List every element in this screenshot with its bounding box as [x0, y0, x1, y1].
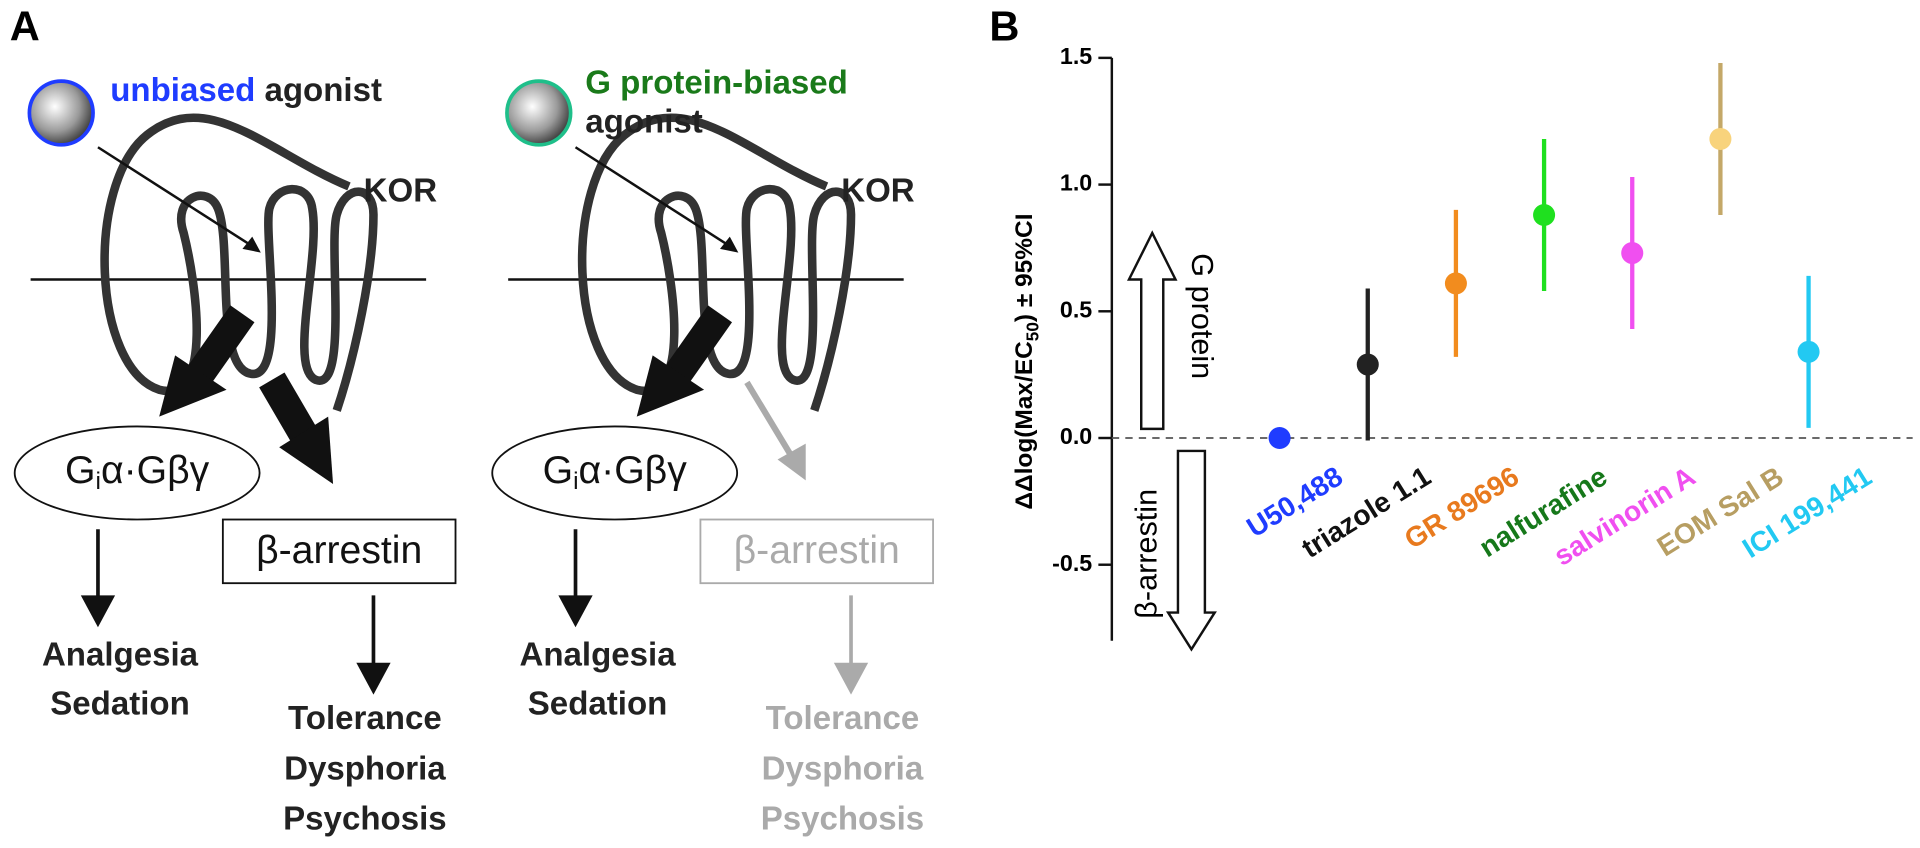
ligand-arrow	[97, 146, 256, 249]
y-tick-label: -0.5	[1052, 550, 1092, 576]
data-point	[1797, 340, 1820, 363]
arrow-head	[279, 416, 334, 484]
outcome-label: Tolerance	[288, 700, 442, 737]
arrow-head	[159, 355, 227, 417]
signal-arrow	[661, 305, 733, 389]
arrow-head	[777, 443, 806, 481]
arrow-head	[356, 662, 391, 695]
y-tick-label: 1.5	[1060, 43, 1092, 69]
outcome-label: Sedation	[50, 685, 190, 722]
arrestin-box	[699, 518, 934, 585]
arrow-head	[558, 595, 593, 628]
outcome-label: Dysphoria	[284, 750, 446, 787]
signal-arrow	[183, 305, 255, 389]
annotation: G protein	[1185, 253, 1219, 379]
data-point	[1268, 426, 1291, 450]
signal-arrow	[259, 372, 319, 447]
arrow-head	[636, 355, 705, 417]
receptor-label: KOR	[841, 172, 915, 209]
receptor	[577, 113, 856, 412]
y-tick-label: 0.5	[1060, 296, 1092, 322]
g-protein-part: α·Gβγ	[101, 449, 210, 492]
arrestin-label: β-arrestin	[256, 529, 422, 572]
arrestin-arrow	[1165, 449, 1217, 652]
arrestin-box	[221, 518, 457, 585]
y-tick-label: 0.0	[1060, 423, 1092, 449]
data-point	[1533, 203, 1556, 227]
data-point	[1356, 353, 1379, 376]
g-protein-outline	[13, 425, 261, 521]
g-protein-part: G	[543, 449, 573, 492]
panel-label: A	[10, 3, 40, 50]
ligand-label: unbiased agonist	[110, 72, 382, 109]
ligand	[27, 79, 95, 147]
outcome-label: Analgesia	[42, 636, 199, 673]
g-protein-outline	[491, 425, 739, 521]
g-protein-part: i	[573, 468, 578, 495]
y-axis-title-part: ΔΔlog(Max/EC	[1012, 341, 1039, 509]
arrow-head	[833, 662, 869, 695]
outcome-label: Psychosis	[283, 800, 447, 837]
ligand-label-part: unbiased	[110, 72, 255, 109]
receptor-label: KOR	[364, 172, 438, 209]
data-point	[1621, 241, 1644, 265]
outcome-label: Analgesia	[519, 636, 676, 673]
arrestin-label: β-arrestin	[734, 529, 900, 572]
g-protein-label: Giα·Gβγ	[543, 449, 688, 495]
receptor	[100, 113, 378, 412]
ligand-label: agonist	[585, 104, 703, 141]
ligand	[505, 79, 573, 147]
signal-arrow	[744, 380, 797, 462]
g-protein-arrow	[1126, 230, 1178, 431]
arrow-head	[80, 595, 116, 628]
y-axis-title-part: ) ± 95%CI	[1012, 214, 1039, 323]
ligand-arrow	[574, 146, 733, 249]
outcome-label: Sedation	[528, 685, 668, 722]
arrow-head	[242, 236, 261, 253]
g-protein-part: i	[96, 468, 101, 495]
panel-label: B	[989, 3, 1019, 50]
outcome-label: Tolerance	[766, 700, 920, 737]
y-axis-title-part: 50	[1022, 322, 1042, 341]
arrow-head	[720, 236, 739, 253]
ligand-label: G protein-biased	[585, 65, 848, 102]
outcome-label: Dysphoria	[762, 750, 924, 787]
annotation: β-arrestin	[1130, 489, 1164, 619]
outcome-label: Psychosis	[761, 800, 924, 837]
g-protein-label: Giα·Gβγ	[65, 449, 210, 495]
ligand-label-part: agonist	[255, 72, 382, 109]
data-point	[1709, 127, 1732, 150]
y-axis-title: ΔΔlog(Max/EC50) ± 95%CI	[1012, 214, 1042, 510]
g-protein-part: α·Gβγ	[579, 449, 688, 492]
receptor-panel: unbiased agonist KOR Giα·Gβγ β-arrestin Anal…	[13, 72, 457, 837]
y-tick-label: 1.0	[1060, 170, 1092, 196]
data-point	[1444, 272, 1467, 295]
g-protein-part: G	[65, 449, 95, 492]
